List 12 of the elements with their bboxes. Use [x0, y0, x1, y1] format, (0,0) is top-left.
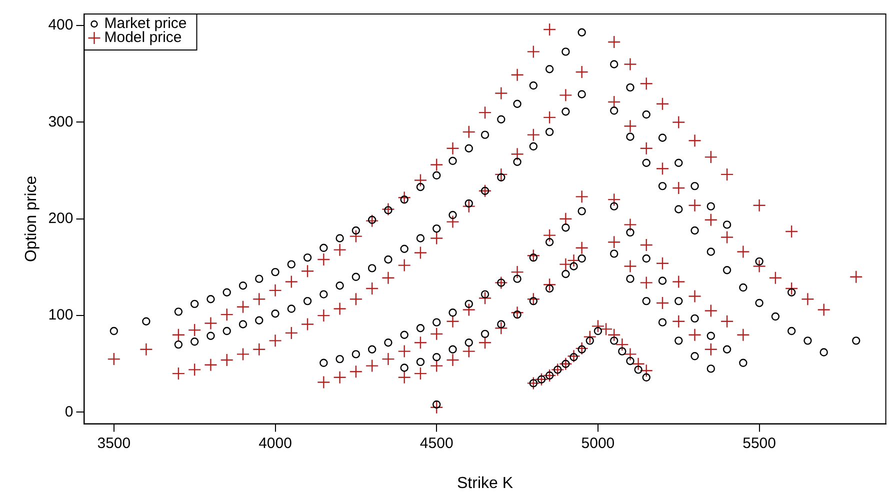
x-tick-label: 5500 — [742, 434, 776, 452]
x-tick-label: 3500 — [97, 434, 131, 452]
y-axis-title: Option price — [23, 176, 40, 262]
x-axis-title: Strike K — [457, 474, 514, 492]
y-tick-label: 400 — [48, 16, 74, 34]
y-tick-label: 200 — [48, 210, 74, 228]
y-tick-label: 100 — [48, 306, 74, 324]
x-tick-label: 5000 — [581, 434, 615, 452]
x-tick-label: 4000 — [258, 434, 292, 452]
y-tick-label: 0 — [64, 403, 74, 420]
y-tick-label: 300 — [48, 113, 74, 130]
x-tick-label: 4500 — [420, 434, 454, 452]
